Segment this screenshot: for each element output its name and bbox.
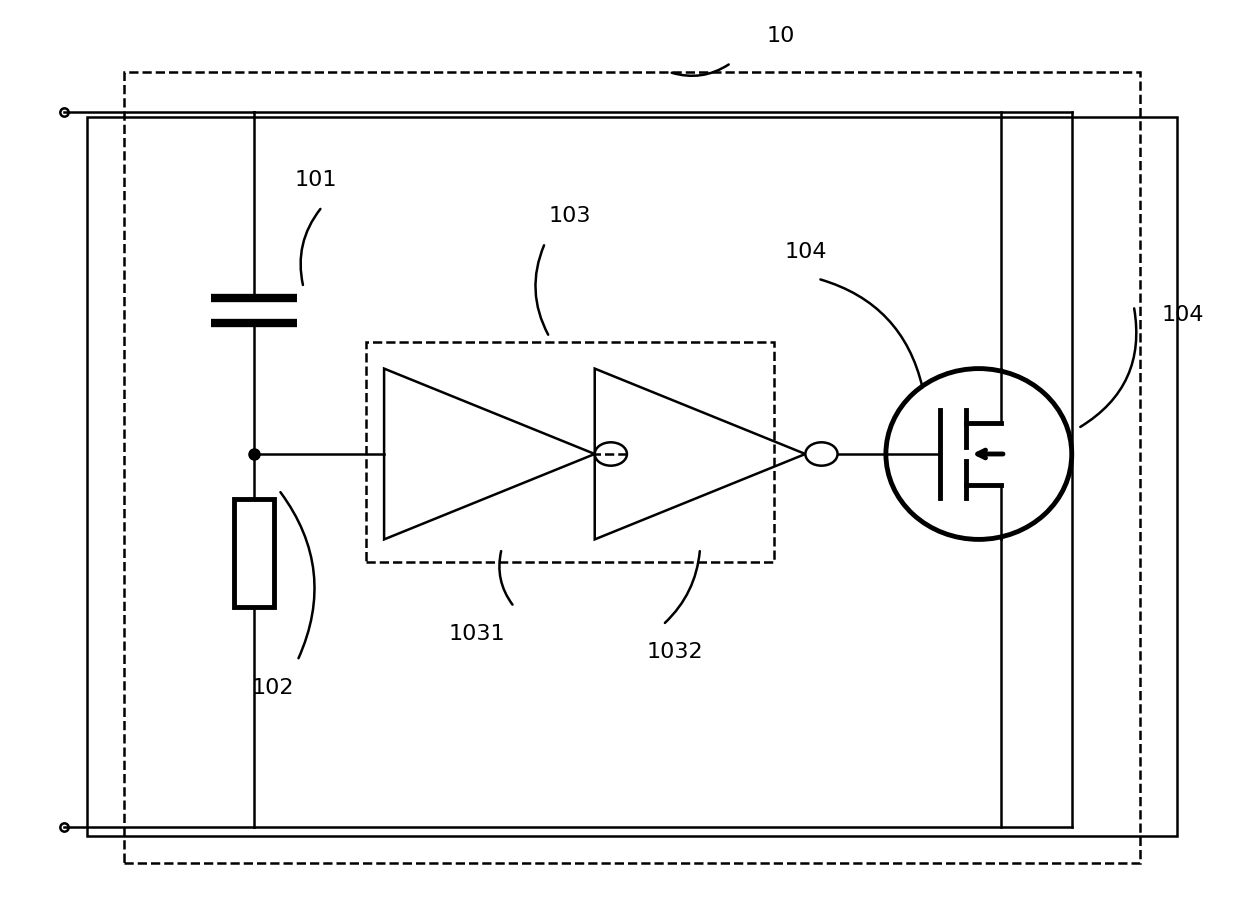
Bar bbox=[366, 342, 774, 562]
Text: 1031: 1031 bbox=[449, 624, 506, 644]
Bar bbox=[124, 72, 1140, 863]
Text: 104: 104 bbox=[784, 242, 826, 262]
Text: 10: 10 bbox=[767, 26, 794, 46]
Bar bbox=[234, 499, 274, 607]
Text: 102: 102 bbox=[252, 678, 294, 698]
Text: 101: 101 bbox=[295, 170, 337, 190]
Bar bbox=[87, 117, 1177, 836]
Text: 103: 103 bbox=[549, 206, 591, 226]
Text: 1032: 1032 bbox=[647, 642, 704, 662]
Text: 104: 104 bbox=[1162, 305, 1204, 325]
